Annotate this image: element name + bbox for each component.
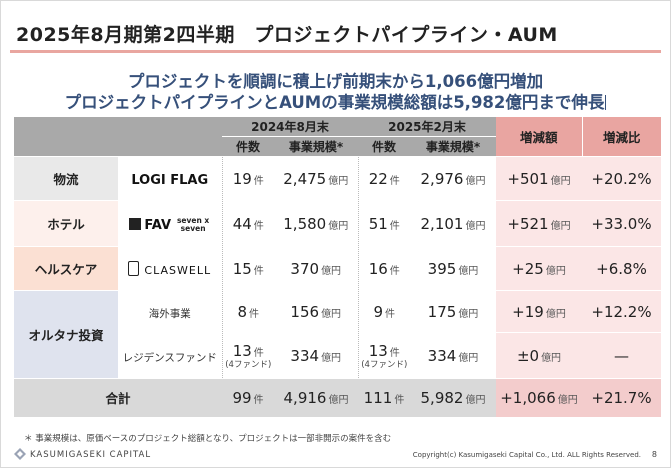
header-period-1: 2024年8月末	[222, 116, 358, 137]
category-hotel: ホテル	[14, 200, 118, 247]
company-logo-icon	[14, 448, 26, 460]
table-row: ヘルスケア CLASWELL 15 件 370 億円 16 件 395 億円 +25 億円…	[14, 246, 661, 291]
fav-logo-icon	[129, 218, 142, 230]
pipeline-table: 2024年8月末 2025年2月末 増減額 増減比 件数 事業規模* 件数 事業…	[14, 116, 661, 417]
brand-logi-flag: LOGI FLAG	[118, 156, 222, 201]
claswell-logo-icon	[128, 261, 140, 276]
page-number: 8	[651, 450, 657, 459]
total-row: 合計 99 件 4,916 億円 111 件 5,982 億円 +1,066 億円 +21…	[14, 378, 661, 417]
title-underline	[10, 50, 661, 53]
slide-title: 2025年8月期第2四半期 プロジェクトパイプライン・AUM	[16, 24, 558, 46]
header-count-1: 件数	[222, 136, 274, 157]
subtitle-line-1: プロジェクトを順調に積上げ前期末から1,066億円増加	[127, 72, 544, 91]
table-row: ホテル FAV seven x seven 44 件 1,580 億円 51 件 2,…	[14, 200, 661, 247]
brand-fav-seven: FAV seven x seven	[118, 200, 222, 247]
company-logo-text: KASUMIGASEKI CAPITAL	[30, 450, 152, 460]
header-scale-2: 事業規模*	[410, 136, 496, 157]
header-delta-amount: 増減額	[496, 116, 582, 157]
sub-overseas: 海外事業	[118, 290, 222, 333]
brand-claswell: CLASWELL	[118, 246, 222, 291]
header-period-2: 2025年2月末	[358, 116, 496, 137]
total-label: 合計	[14, 378, 222, 417]
category-healthcare: ヘルスケア	[14, 246, 118, 291]
footnote: ＊ 事業規模は、原価ベースのプロジェクト総額となり、プロジェクトは一部非開示の案…	[24, 434, 392, 444]
header-count-2: 件数	[358, 136, 410, 157]
table-row: 物流 LOGI FLAG 19 件 2,475 億円 22 件 2,976 億円 +50…	[14, 156, 661, 201]
copyright: Copyright(c) Kasumigaseki Capital Co., L…	[412, 451, 641, 459]
category-logistics: 物流	[14, 156, 118, 201]
subtitle-line-2: プロジェクトパイプラインとAUMの事業規模総額は5,982億円まで伸長	[64, 93, 607, 112]
header-delta-ratio: 増減比	[581, 116, 661, 157]
sub-residence-fund: レジデンスファンド	[118, 332, 222, 379]
table-row: レジデンスファンド 13 件 (4ファンド) 334 億円 13 件 (4ファンド) 33…	[14, 332, 661, 379]
header-scale-1: 事業規模*	[274, 136, 358, 157]
text-cursor	[605, 95, 607, 110]
category-alternative: オルタナ投資	[14, 290, 118, 379]
header-blank	[14, 116, 222, 157]
